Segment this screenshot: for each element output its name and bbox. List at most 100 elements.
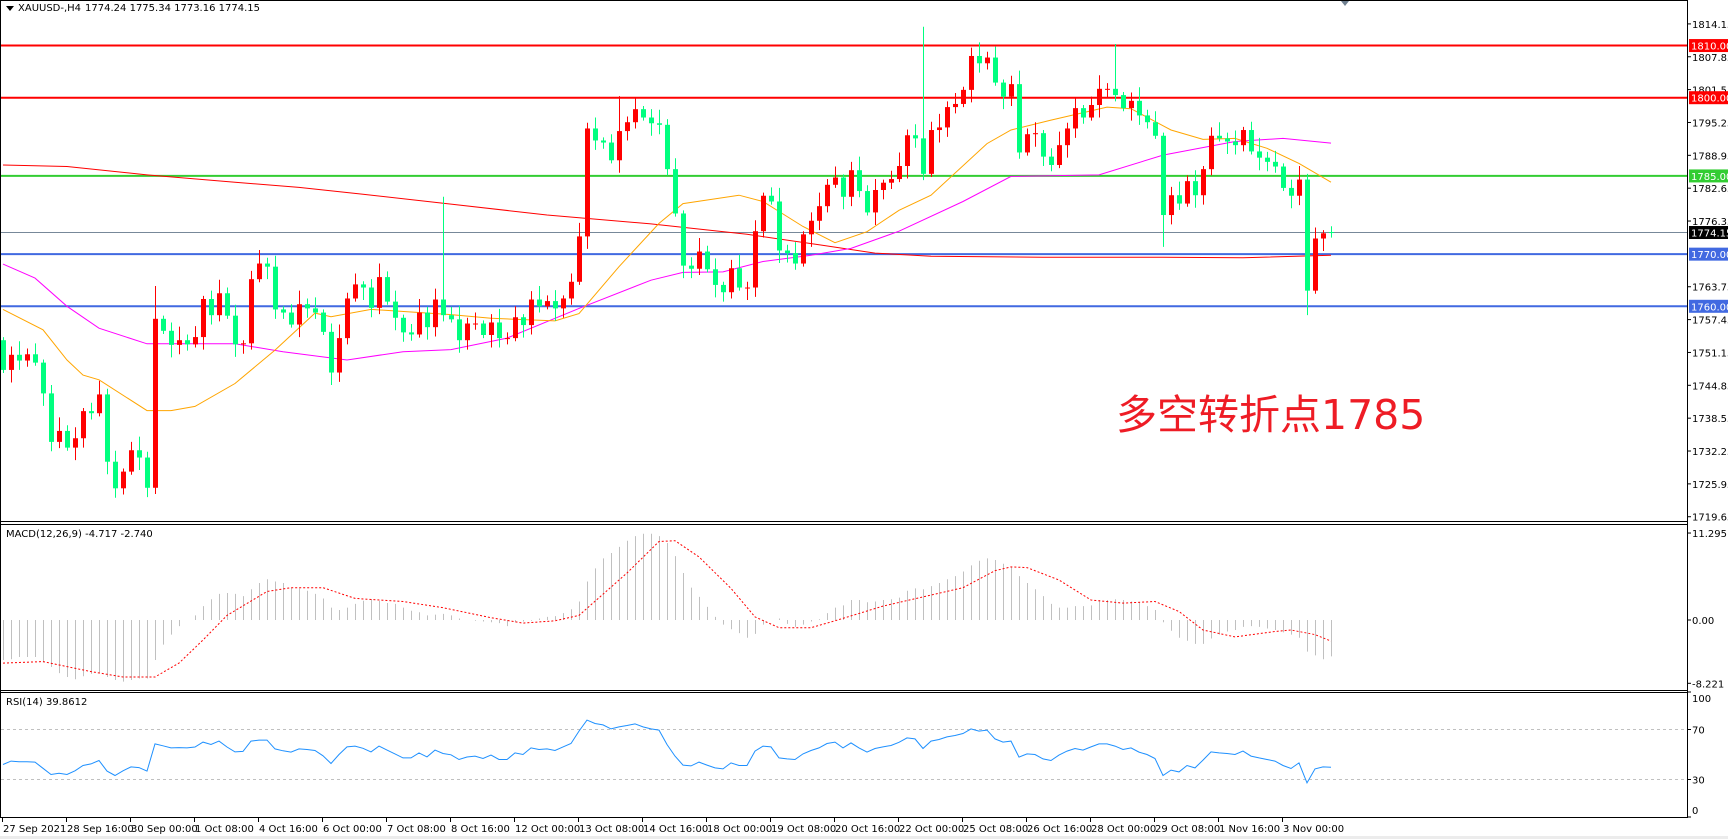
symbol-timeframe: XAUUSD-,H4 — [18, 3, 82, 14]
candle — [497, 308, 502, 348]
main-panel-border — [0, 0, 1688, 522]
candle — [1049, 148, 1054, 172]
candle — [825, 179, 830, 213]
candle — [1, 337, 6, 374]
candle-body — [641, 109, 646, 118]
candle-body — [1137, 100, 1142, 116]
candle — [1273, 150, 1278, 173]
candle-body — [473, 323, 478, 325]
candle — [105, 388, 110, 475]
candle-body — [1153, 122, 1158, 136]
candle — [273, 255, 278, 319]
candle — [49, 385, 54, 452]
candle — [721, 281, 726, 302]
candle — [193, 326, 198, 348]
price-axis-label: 1782.65 — [1692, 184, 1728, 195]
candle — [1265, 151, 1270, 172]
candle — [713, 258, 718, 298]
time-axis-label: 28 Sep 16:00 — [67, 824, 134, 835]
candle — [1249, 121, 1254, 155]
time-axis-label: 3 Nov 00:00 — [1283, 824, 1344, 835]
macd-axis-label: -8.221 — [1692, 679, 1724, 690]
candle — [25, 348, 30, 367]
candle — [833, 166, 838, 188]
candle-body — [1017, 84, 1022, 153]
candle-body — [1089, 105, 1094, 118]
price-axis-label: 1744.85 — [1692, 381, 1728, 392]
candle-body — [1129, 100, 1134, 109]
candle-body — [361, 284, 366, 288]
candle-body — [25, 354, 30, 361]
candle — [369, 279, 374, 318]
candle-body — [345, 298, 350, 339]
candle-body — [273, 266, 278, 310]
candle — [1225, 132, 1230, 155]
candle-body — [825, 184, 830, 207]
price-tag-bg — [1689, 247, 1728, 261]
candle-body — [409, 332, 414, 335]
candle-body — [433, 299, 438, 328]
candle — [529, 291, 534, 335]
candle — [961, 86, 966, 108]
candle-body — [369, 287, 374, 308]
time-axis-label: 22 Oct 00:00 — [899, 824, 964, 835]
dropdown-triangle-icon[interactable] — [6, 6, 14, 11]
candle-body — [585, 128, 590, 237]
candle — [1097, 75, 1102, 118]
candle — [377, 263, 382, 315]
candle — [569, 273, 574, 305]
candle-body — [1, 340, 6, 370]
candle-body — [889, 179, 894, 183]
candle-body — [1273, 161, 1278, 167]
candle-body — [753, 231, 758, 288]
candle — [1153, 111, 1158, 139]
candle — [281, 306, 286, 319]
time-axis-label: 6 Oct 00:00 — [323, 824, 382, 835]
candle-body — [1321, 233, 1326, 239]
time-axis-label: 1 Nov 16:00 — [1219, 824, 1280, 835]
bottom-strip — [0, 836, 1728, 839]
candle-body — [1161, 135, 1166, 216]
candle — [625, 116, 630, 141]
time-axis-label: 7 Oct 08:00 — [387, 824, 446, 835]
price-axis-label: 1738.55 — [1692, 414, 1728, 425]
candle-body — [169, 330, 174, 345]
candle — [689, 257, 694, 279]
candle — [985, 51, 990, 70]
chart-shift-marker-icon — [1341, 1, 1349, 6]
candle — [809, 212, 814, 247]
candle-body — [905, 135, 910, 167]
candle-body — [81, 411, 86, 439]
candle-body — [113, 461, 118, 489]
price-axis-label: 1801.55 — [1692, 86, 1728, 97]
candle-body — [385, 277, 390, 302]
candle-body — [961, 89, 966, 104]
candle-body — [1281, 166, 1286, 188]
candle — [17, 341, 22, 370]
candle-body — [833, 177, 838, 185]
candle-body — [1249, 130, 1254, 152]
candle — [145, 451, 150, 498]
candle — [801, 231, 806, 267]
candle-body — [1081, 108, 1086, 118]
candle — [81, 407, 86, 448]
candle — [313, 297, 318, 319]
candle-body — [145, 457, 150, 488]
candle — [673, 158, 678, 217]
macd-label: MACD(12,26,9) -4.717 -2.740 — [6, 529, 153, 540]
candle-body — [609, 142, 614, 161]
price-axis-label: 1751.15 — [1692, 348, 1728, 359]
price-axis-label: 1719.65 — [1692, 513, 1728, 524]
candle-body — [449, 315, 454, 320]
candle-body — [1041, 133, 1046, 157]
candle — [753, 220, 758, 297]
candle — [113, 450, 118, 498]
candle — [433, 288, 438, 337]
rsi-plot — [1, 719, 1687, 785]
candle — [681, 210, 686, 279]
candle-body — [697, 251, 702, 269]
candle — [385, 271, 390, 305]
candle — [953, 93, 958, 114]
candle-body — [305, 304, 310, 309]
